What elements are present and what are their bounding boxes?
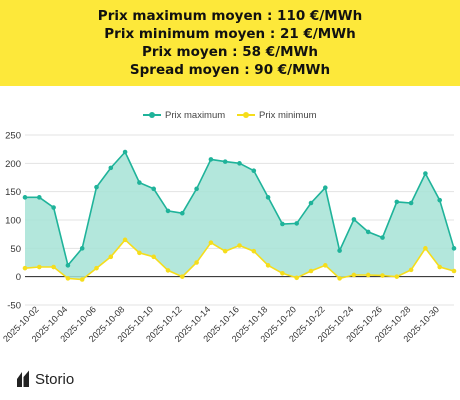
- point-max: [94, 184, 99, 190]
- point-max: [265, 195, 271, 200]
- series-points: [22, 149, 457, 282]
- point-min: [94, 265, 99, 271]
- price-average: Prix moyen : 58 €/MWh: [141, 44, 319, 60]
- point-min: [79, 277, 85, 282]
- point-max: [137, 180, 142, 185]
- legend-max-label: Prix maximum: [165, 110, 225, 121]
- point-min: [165, 268, 171, 273]
- legend: Prix maximum Prix minimum: [143, 110, 317, 121]
- point-min: [222, 248, 228, 254]
- point-min: [65, 276, 71, 281]
- point-max: [180, 210, 185, 216]
- min-price-average: Prix minimum moyen : 21 €/MWh: [104, 26, 356, 42]
- point-max: [294, 221, 300, 226]
- point-min: [294, 275, 300, 281]
- y-tick-label: -50: [7, 301, 21, 312]
- point-min: [323, 263, 328, 268]
- point-min: [122, 237, 128, 243]
- point-max: [394, 199, 400, 205]
- point-min: [194, 260, 199, 265]
- point-min: [51, 264, 56, 270]
- max-price-average: Prix maximum moyen : 110 €/MWh: [97, 8, 363, 24]
- point-min: [337, 276, 342, 281]
- point-min: [423, 246, 428, 251]
- point-max: [280, 221, 285, 227]
- point-min: [365, 272, 371, 278]
- point-max: [79, 246, 85, 251]
- point-min: [308, 268, 314, 274]
- point-max: [451, 246, 457, 251]
- point-max: [237, 161, 242, 166]
- brand: Storio: [16, 370, 74, 388]
- point-max: [408, 200, 414, 206]
- point-max: [22, 195, 28, 200]
- legend-min-label: Prix minimum: [259, 110, 317, 121]
- y-tick-label: 200: [5, 159, 21, 170]
- point-min: [37, 264, 42, 270]
- point-max: [65, 263, 71, 268]
- spread-average: Spread moyen : 90 €/MWh: [129, 62, 331, 78]
- point-max: [308, 200, 314, 206]
- point-max: [380, 235, 385, 240]
- storio-logo-icon: [17, 370, 29, 387]
- point-min: [151, 254, 156, 260]
- point-min: [351, 272, 357, 278]
- point-min: [251, 248, 257, 254]
- point-min: [22, 265, 28, 271]
- y-tick-label: 150: [5, 187, 21, 198]
- point-min: [237, 243, 242, 248]
- y-tick-label: 250: [5, 131, 21, 142]
- point-max: [108, 165, 114, 171]
- point-min: [180, 274, 185, 279]
- point-min: [108, 254, 114, 260]
- point-min: [408, 267, 414, 273]
- y-tick-label: 0: [16, 272, 21, 283]
- brand-name: Storio: [35, 370, 75, 388]
- point-min: [265, 263, 271, 268]
- point-max: [323, 185, 328, 190]
- point-min: [380, 273, 385, 278]
- point-min: [394, 274, 400, 279]
- summary-banner: Prix maximum moyen : 110 €/MWh Prix mini…: [0, 0, 460, 86]
- point-max: [337, 248, 342, 253]
- y-axis-ticks: -50 0 50 100 150 200 250: [5, 131, 21, 312]
- point-max: [194, 186, 199, 192]
- y-tick-label: 50: [10, 244, 21, 255]
- point-min: [437, 264, 443, 270]
- point-max: [208, 157, 214, 162]
- x-axis-ticks: 2025-10-022025-10-042025-10-062025-10-08…: [1, 304, 441, 344]
- legend-min-marker: [243, 112, 249, 118]
- point-min: [208, 240, 214, 245]
- point-min: [280, 270, 285, 276]
- point-max: [37, 195, 42, 200]
- point-min: [137, 250, 142, 256]
- point-max: [222, 159, 228, 164]
- point-max: [251, 168, 257, 173]
- point-max: [122, 149, 128, 155]
- point-max: [151, 186, 156, 192]
- point-max: [351, 217, 357, 222]
- price-chart: -50 0 50 100 150 200 250 2025-10-02 2025-10-04 2…: [0, 100, 460, 356]
- price-chart-svg: -50 0 50 100 150 200 250 2025-10-022025-10-042…: [1, 110, 457, 344]
- spread-area: [25, 152, 454, 280]
- spread-fill: [25, 152, 454, 280]
- legend-max-marker: [149, 112, 155, 118]
- point-max: [165, 208, 171, 214]
- point-max: [51, 205, 56, 210]
- point-max: [365, 229, 371, 235]
- point-min: [451, 268, 457, 274]
- point-max: [437, 197, 443, 203]
- y-tick-label: 100: [5, 216, 21, 227]
- point-max: [423, 171, 428, 176]
